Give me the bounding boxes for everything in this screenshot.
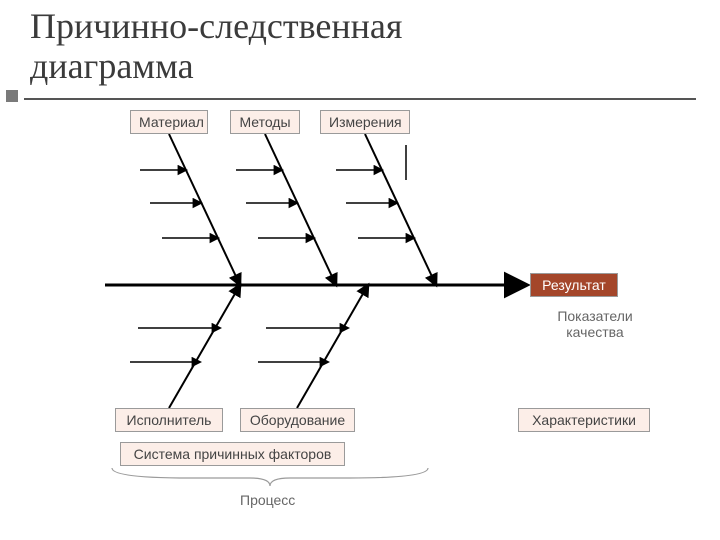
title-underline	[24, 98, 696, 100]
slide-title: Причинно-следственнаядиаграмма	[30, 6, 402, 87]
fishbone-diagram: Материал Методы Измерения Исполнитель Об…	[90, 110, 660, 510]
system-factors-box: Система причинных факторов	[120, 442, 345, 466]
bone-material	[169, 134, 240, 285]
characteristics-box: Характеристики	[518, 408, 650, 432]
category-equipment: Оборудование	[240, 408, 355, 432]
quality-indicators-label: Показателикачества	[540, 308, 650, 340]
bone-equipment	[297, 285, 368, 408]
bone-performer	[169, 285, 240, 408]
title-bullet	[6, 90, 18, 102]
category-measure: Измерения	[320, 110, 410, 134]
result-box: Результат	[530, 273, 618, 297]
process-label: Процесс	[240, 492, 295, 508]
slide: Причинно-следственнаядиаграмма	[0, 0, 720, 540]
bone-measure	[365, 134, 436, 285]
category-material: Материал	[130, 110, 208, 134]
category-methods: Методы	[230, 110, 300, 134]
bone-methods	[265, 134, 336, 285]
category-performer: Исполнитель	[115, 408, 223, 432]
